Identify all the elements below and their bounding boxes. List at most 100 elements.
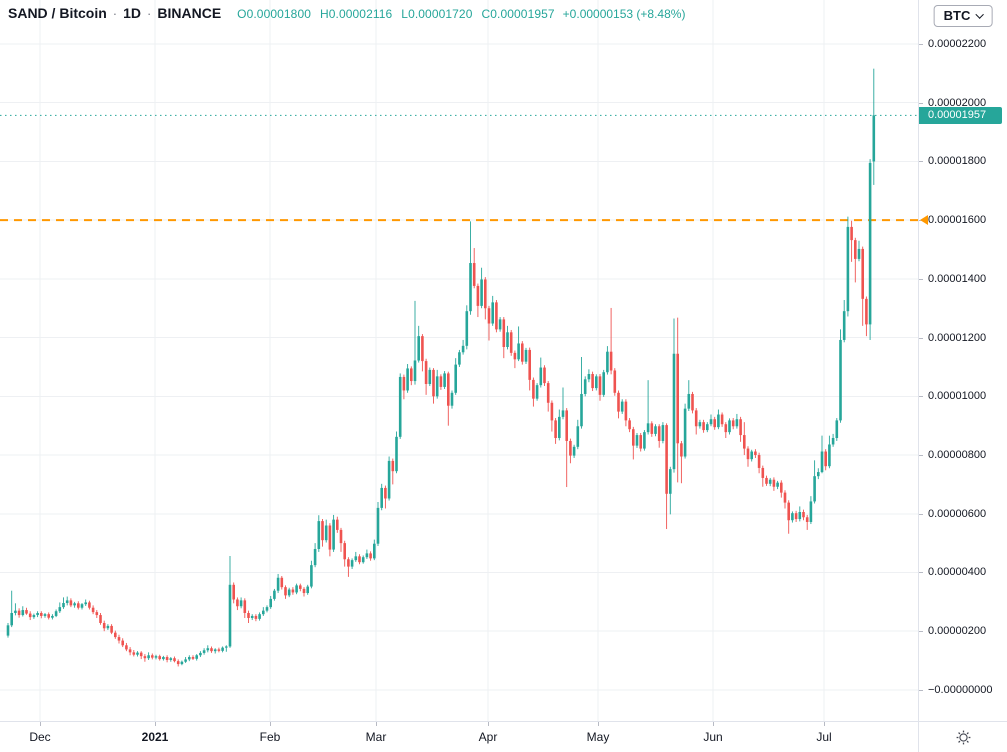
candle-body: [125, 645, 128, 650]
candle-body: [657, 426, 661, 441]
time-axis-label: Dec: [29, 730, 51, 744]
candle-body: [173, 658, 176, 662]
candle-body: [254, 615, 258, 619]
candle-body: [602, 372, 605, 395]
price-axis-label: 0.00000800: [928, 449, 987, 462]
candle-body: [546, 383, 550, 403]
candle-body: [373, 543, 376, 559]
symbol-name[interactable]: SAND / Bitcoin: [8, 5, 107, 21]
candle-body: [654, 426, 657, 434]
candle-body: [276, 577, 280, 591]
candle-body: [628, 420, 631, 430]
candle-body: [543, 367, 546, 384]
candle-body: [857, 248, 861, 259]
price-axis-tick: [919, 44, 923, 45]
price-axis[interactable]: BTC 0.00002200 0.00002000 0.00001800 0.0000…: [918, 0, 1007, 721]
price-axis-label: 0.00002200: [928, 38, 987, 50]
candle-body: [650, 423, 654, 434]
exchange-label[interactable]: BINANCE: [157, 5, 222, 21]
candle-body: [51, 615, 54, 618]
candle-body: [280, 577, 284, 588]
candle-body: [284, 587, 287, 596]
candle-body: [443, 373, 446, 387]
candle-body: [709, 419, 713, 425]
candle-body: [713, 419, 716, 428]
candle-body: [587, 374, 591, 380]
candle-body: [162, 657, 165, 660]
candle-body: [206, 648, 210, 651]
symbol-legend: SAND / Bitcoin · 1D · BINANCE O0.0000180…: [8, 5, 685, 21]
candle-body: [110, 625, 113, 633]
candle-body: [750, 451, 753, 460]
time-axis[interactable]: Dec 2021 Feb Mar Apr May Jun Jul: [0, 721, 918, 752]
candle-body: [591, 374, 594, 389]
candle-body: [365, 553, 369, 558]
candle-body: [506, 332, 509, 347]
candle-body: [528, 349, 531, 380]
price-axis-label: 0.00002000: [928, 96, 987, 109]
change-label: +0.00000153 (+8.48%): [562, 7, 686, 21]
candle-body: [472, 263, 476, 286]
candle-body: [69, 600, 73, 606]
candle-body: [780, 482, 783, 493]
candle-body: [188, 657, 191, 660]
candle-body: [176, 661, 180, 665]
candle-body: [428, 369, 432, 384]
candle-body: [672, 353, 676, 470]
candle-body: [21, 610, 25, 616]
candle-body: [524, 349, 528, 362]
candlestick-chart[interactable]: [0, 0, 918, 721]
candle-body: [14, 610, 17, 613]
candle-body: [676, 353, 679, 444]
candle-body: [439, 376, 443, 387]
candle-body: [702, 422, 705, 431]
candle-body: [117, 637, 121, 641]
candle-body: [828, 444, 831, 467]
candle-body: [132, 652, 136, 655]
candle-body: [202, 650, 206, 653]
candle-body: [147, 655, 150, 659]
candle-body: [846, 226, 850, 312]
time-axis-label: May: [586, 730, 610, 744]
candle-body: [583, 379, 587, 394]
candle-body: [102, 622, 106, 629]
candle-body: [476, 285, 480, 306]
candle-body: [302, 588, 306, 594]
candle-body: [757, 455, 761, 468]
candle-body: [262, 610, 265, 615]
candle-body: [195, 655, 198, 659]
candle-body: [665, 425, 668, 494]
candle-body: [728, 420, 731, 433]
candle-body: [646, 423, 650, 433]
candle-body: [765, 477, 768, 484]
candle-body: [861, 248, 864, 299]
candle-body: [221, 647, 224, 651]
candle-body: [91, 607, 95, 613]
candle-body: [269, 598, 272, 608]
interval-label[interactable]: 1D: [123, 5, 142, 21]
time-axis-tick: [713, 722, 714, 726]
currency-toggle-button[interactable]: BTC: [933, 5, 993, 27]
candle-body: [550, 402, 554, 421]
price-axis-label: 0.00001600: [928, 214, 987, 227]
candle-body: [424, 361, 428, 384]
candle-body: [10, 612, 13, 626]
candle-body: [484, 279, 487, 309]
candle-body: [783, 492, 787, 503]
candle-body: [820, 451, 824, 473]
candle-body: [406, 368, 409, 391]
price-axis-label: 0.00001400: [928, 272, 987, 285]
candle-body: [513, 352, 517, 360]
alert-arrow-icon: [920, 215, 928, 226]
candle-body: [350, 560, 354, 567]
candle-body: [273, 590, 276, 599]
axis-settings-button[interactable]: [954, 728, 973, 747]
candle-body: [210, 648, 213, 652]
price-axis-tick: [919, 631, 923, 633]
candle-body: [461, 345, 465, 353]
candle-body: [768, 479, 772, 484]
candle-body: [735, 419, 739, 427]
candle-body: [720, 414, 724, 425]
candle-body: [99, 615, 102, 623]
price-axis-tick: [919, 337, 923, 339]
